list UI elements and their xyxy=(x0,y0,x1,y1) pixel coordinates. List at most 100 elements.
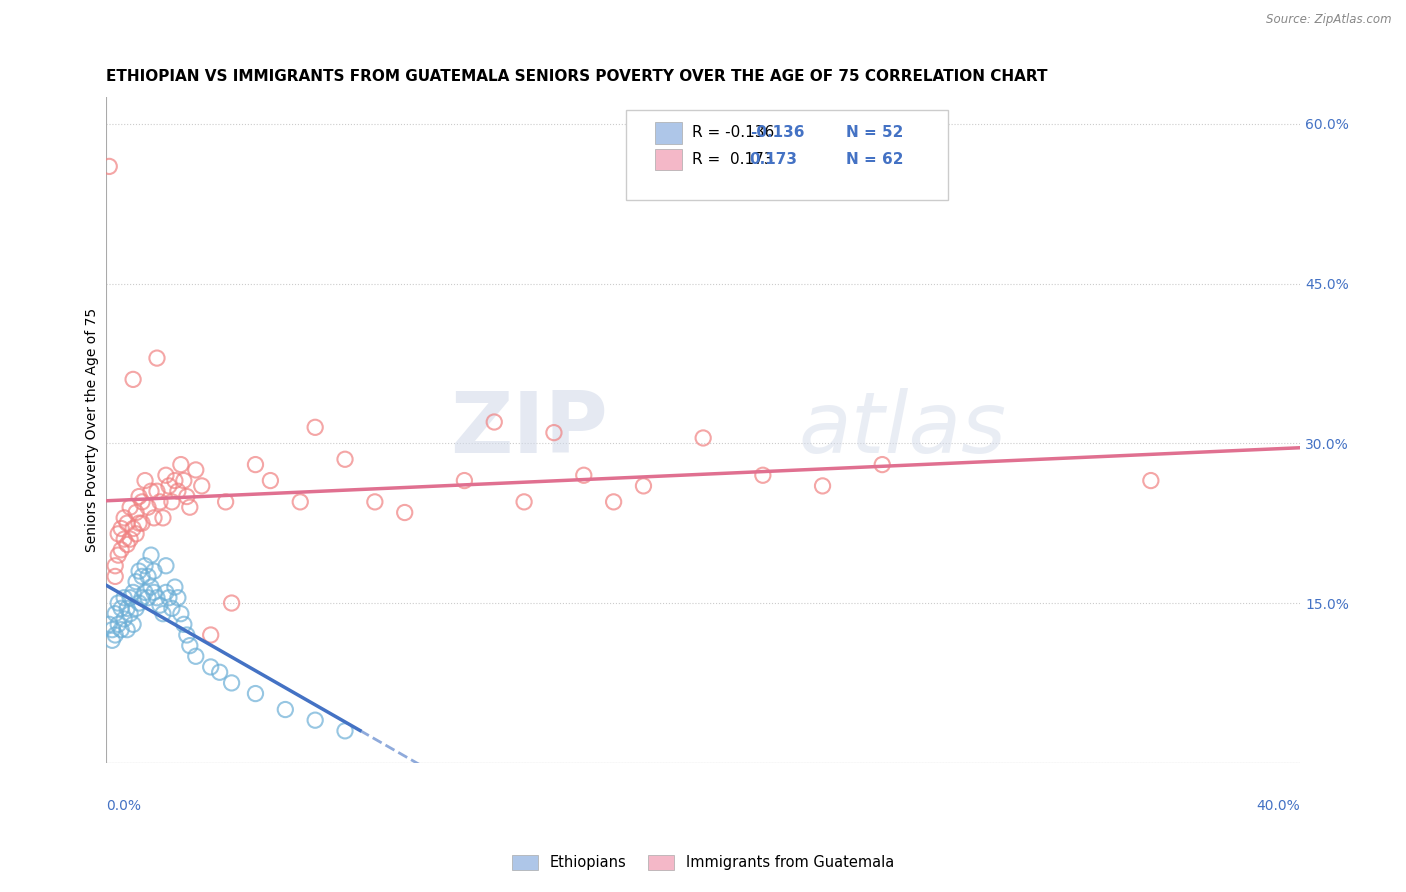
Point xyxy=(221,676,243,690)
Point xyxy=(136,569,159,583)
Point xyxy=(98,617,121,632)
Point xyxy=(131,569,153,583)
Point xyxy=(163,474,186,488)
Point xyxy=(811,479,834,493)
Point xyxy=(107,548,129,562)
Point xyxy=(122,617,145,632)
Point xyxy=(107,596,129,610)
Point xyxy=(184,649,207,664)
Text: R =  0.173: R = 0.173 xyxy=(692,152,773,167)
Point xyxy=(200,660,222,674)
Point xyxy=(101,633,124,648)
Point xyxy=(128,596,150,610)
Point xyxy=(513,495,536,509)
Point xyxy=(173,474,195,488)
Point xyxy=(179,500,201,515)
FancyBboxPatch shape xyxy=(655,122,682,144)
Text: 0.173: 0.173 xyxy=(749,152,797,167)
Text: -0.136: -0.136 xyxy=(749,125,804,140)
Point xyxy=(214,495,236,509)
Point xyxy=(131,516,153,531)
Point xyxy=(167,591,190,605)
Point xyxy=(333,723,356,738)
Point xyxy=(125,601,148,615)
Point xyxy=(870,458,893,472)
Point xyxy=(131,591,153,605)
Point xyxy=(107,617,129,632)
Point xyxy=(602,495,624,509)
Point xyxy=(125,526,148,541)
Point xyxy=(143,511,166,525)
Point xyxy=(167,484,190,499)
Point xyxy=(110,623,132,637)
Point xyxy=(98,160,121,174)
Point xyxy=(122,521,145,535)
Point xyxy=(125,574,148,589)
Point xyxy=(104,558,127,573)
Point xyxy=(136,500,159,515)
Point xyxy=(110,521,132,535)
Text: N = 62: N = 62 xyxy=(846,152,904,167)
Point xyxy=(155,468,177,483)
Point xyxy=(184,463,207,477)
Point xyxy=(160,601,183,615)
Point xyxy=(104,607,127,621)
Point xyxy=(115,623,138,637)
Point xyxy=(136,591,159,605)
Point xyxy=(134,558,156,573)
Text: R = -0.136: R = -0.136 xyxy=(692,125,775,140)
Point xyxy=(112,511,135,525)
Point xyxy=(304,713,326,727)
Point xyxy=(120,500,142,515)
Point xyxy=(149,598,172,612)
Text: 0.0%: 0.0% xyxy=(107,799,141,814)
Point xyxy=(333,452,356,467)
Legend: Ethiopians, Immigrants from Guatemala: Ethiopians, Immigrants from Guatemala xyxy=(506,848,900,876)
Point xyxy=(274,702,297,716)
Point xyxy=(160,495,183,509)
Point xyxy=(143,585,166,599)
Point xyxy=(110,542,132,557)
Point xyxy=(259,474,281,488)
Point xyxy=(157,591,180,605)
Point xyxy=(128,564,150,578)
Point xyxy=(120,607,142,621)
Point xyxy=(149,495,172,509)
Point xyxy=(190,479,212,493)
Point xyxy=(200,628,222,642)
Point xyxy=(115,516,138,531)
Point xyxy=(304,420,326,434)
Point xyxy=(112,591,135,605)
Point xyxy=(134,474,156,488)
Text: atlas: atlas xyxy=(799,389,1007,472)
Point xyxy=(170,458,193,472)
Text: ZIP: ZIP xyxy=(450,389,607,472)
FancyBboxPatch shape xyxy=(655,149,682,170)
Point xyxy=(112,612,135,626)
Point xyxy=(453,474,475,488)
Point xyxy=(139,484,162,499)
Point xyxy=(245,687,267,701)
Point xyxy=(146,351,169,365)
Point xyxy=(692,431,714,445)
Point xyxy=(128,516,150,531)
Point xyxy=(484,415,506,429)
Point xyxy=(122,372,145,386)
Point xyxy=(208,665,231,680)
Point xyxy=(290,495,312,509)
Point xyxy=(155,585,177,599)
Point xyxy=(752,468,775,483)
Point xyxy=(146,591,169,605)
Point xyxy=(394,506,416,520)
Point xyxy=(176,490,198,504)
Point xyxy=(125,506,148,520)
Point xyxy=(543,425,565,440)
Point xyxy=(101,623,124,637)
Point xyxy=(120,591,142,605)
Point xyxy=(120,532,142,546)
Text: 40.0%: 40.0% xyxy=(1257,799,1301,814)
Point xyxy=(633,479,655,493)
Point xyxy=(1140,474,1163,488)
Text: ETHIOPIAN VS IMMIGRANTS FROM GUATEMALA SENIORS POVERTY OVER THE AGE OF 75 CORREL: ETHIOPIAN VS IMMIGRANTS FROM GUATEMALA S… xyxy=(107,69,1047,84)
Point xyxy=(112,532,135,546)
